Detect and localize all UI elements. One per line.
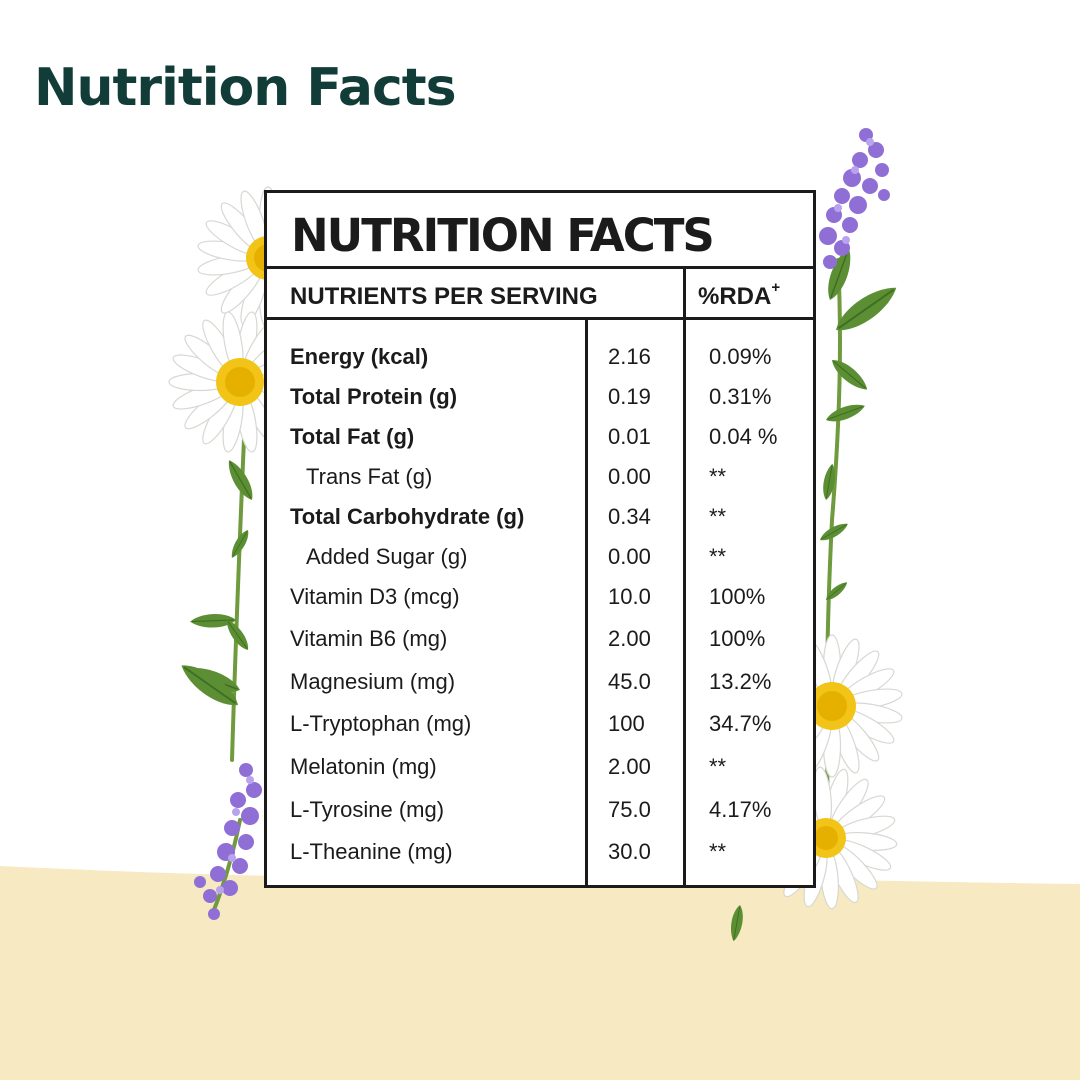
nutrient-name: Total Carbohydrate (g) [290,504,525,529]
nutrient-rda: 4.17% [709,797,772,822]
nutrient-name: L-Tryptophan (mg) [290,711,472,736]
nutrient-rda: ** [709,754,727,779]
chamomile-flower-icon [753,765,899,911]
nutrient-name: L-Tyrosine (mg) [290,797,445,822]
nutrient-name: Added Sugar (g) [306,544,468,569]
table-row: Total Carbohydrate (g) 0.34 ** [267,498,813,536]
nutrient-rda: ** [709,839,727,864]
nutrient-value: 2.00 [608,754,651,779]
green-leaf-icon [174,456,259,715]
nutrients-header: NUTRIENTS PER SERVING [290,283,598,310]
chamomile-flower-icon [760,634,904,778]
header-divider [267,317,813,320]
nutrient-name: Vitamin D3 (mcg) [290,584,460,609]
table-row: L-Theanine (mg) 30.0 ** [267,833,813,871]
nutrient-name: Total Protein (g) [290,384,458,409]
table-row: Trans Fat (g) 0.00 ** [267,458,813,496]
nutrient-rda: 0.31% [709,384,772,409]
nutrient-value: 0.01 [608,424,651,449]
nutrient-value: 0.34 [608,504,651,529]
table-row: Total Fat (g) 0.01 0.04 % [267,418,813,456]
nutrient-rda: ** [709,544,727,569]
table-row: L-Tyrosine (mg) 75.0 4.17% [267,791,813,829]
chamomile-flower-icon [168,310,312,454]
nutrient-rda: 100% [709,584,766,609]
nutrient-name: Total Fat (g) [290,424,415,449]
nutrient-value: 45.0 [608,669,651,694]
nutrient-rda: 0.09% [709,344,772,369]
nutrient-name: Magnesium (mg) [290,669,456,694]
title-divider [267,266,813,269]
nutrient-name: Trans Fat (g) [306,464,433,489]
nutrient-rda: 34.7% [709,711,772,736]
panel-title: NUTRITION FACTS [291,209,715,262]
table-row: Added Sugar (g) 0.00 ** [267,538,813,576]
table-row: Magnesium (mg) 45.0 13.2% [267,663,813,701]
nutrient-name: Energy (kcal) [290,344,429,369]
nutrient-rda: 100% [709,626,766,651]
rda-header-label: %RDA [698,283,772,310]
table-row: Energy (kcal) 2.16 0.09% [267,338,813,376]
table-row: L-Tryptophan (mg) 100 34.7% [267,705,813,743]
nutrient-value: 0.00 [608,464,651,489]
nutrient-value: 75.0 [608,797,651,822]
page-heading: Nutrition Facts [34,58,457,118]
nutrient-name: L-Theanine (mg) [290,839,453,864]
nutrition-facts-panel: NUTRITION FACTS NUTRIENTS PER SERVING %R… [264,190,816,888]
table-row: Total Protein (g) 0.19 0.31% [267,378,813,416]
nutrient-value: 0.19 [608,384,651,409]
value-column-divider [585,317,588,888]
table-row: Melatonin (mg) 2.00 ** [267,748,813,786]
nutrient-value: 100 [608,711,645,736]
nutrient-rda: 13.2% [709,669,772,694]
nutrient-rda: 0.04 % [709,424,778,449]
nutrient-rda: ** [709,504,727,529]
nutrient-name: Melatonin (mg) [290,754,437,779]
lavender-sprig-icon [194,763,262,920]
nutrient-value: 2.16 [608,344,651,369]
rda-column-divider [683,266,686,888]
nutrient-value: 30.0 [608,839,651,864]
nutrient-value: 10.0 [608,584,651,609]
nutrient-name: Vitamin B6 (mg) [290,626,448,651]
table-row: Vitamin D3 (mcg) 10.0 100% [267,578,813,616]
nutrient-value: 2.00 [608,626,651,651]
nutrient-rda: ** [709,464,727,489]
nutrient-value: 0.00 [608,544,651,569]
lavender-sprig-icon [819,128,890,269]
rda-header: %RDA+ [698,279,780,311]
rda-header-mark: + [771,279,781,296]
table-row: Vitamin B6 (mg) 2.00 100% [267,620,813,658]
